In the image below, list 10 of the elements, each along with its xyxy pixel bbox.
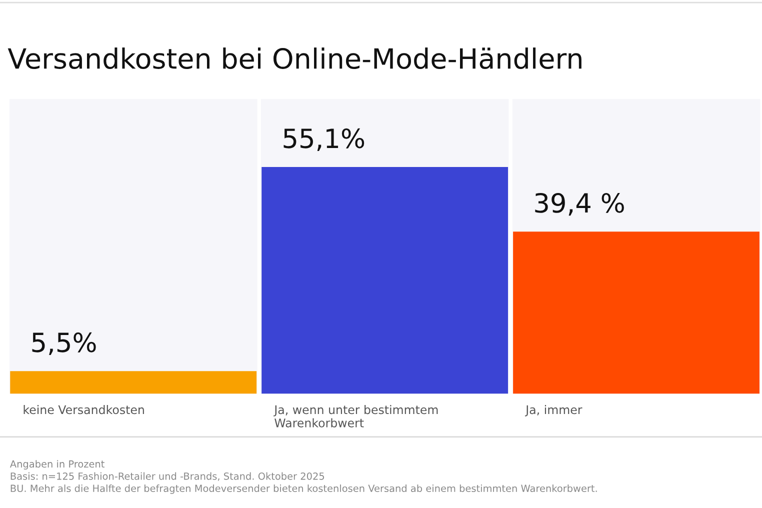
data-label: 55,1% (284, 128, 364, 152)
x-tick-label: Ja, wenn unter bestimmtem Warenkorbwert (274, 405, 438, 428)
text: Basis: n=125 Fashion-Retailer und -Brands, Stand. Oktober 2025 (10, 472, 324, 481)
data-label: 5,5% (32, 332, 96, 356)
text: Angaben in Prozent (10, 460, 104, 470)
data-label: 39,4 % (535, 192, 624, 216)
chart-title: Versandkosten bei Online-Mode-Händlern (8, 48, 582, 70)
x-tick-label: keine Versandkosten (24, 405, 144, 414)
x-tick-label: Ja, immer (525, 405, 582, 416)
text: BU. Mehr als die Halfte der befragten Modeversender bieten kostenlosen Versand ab einem bestimmten Warenkorbwert. (10, 484, 597, 494)
